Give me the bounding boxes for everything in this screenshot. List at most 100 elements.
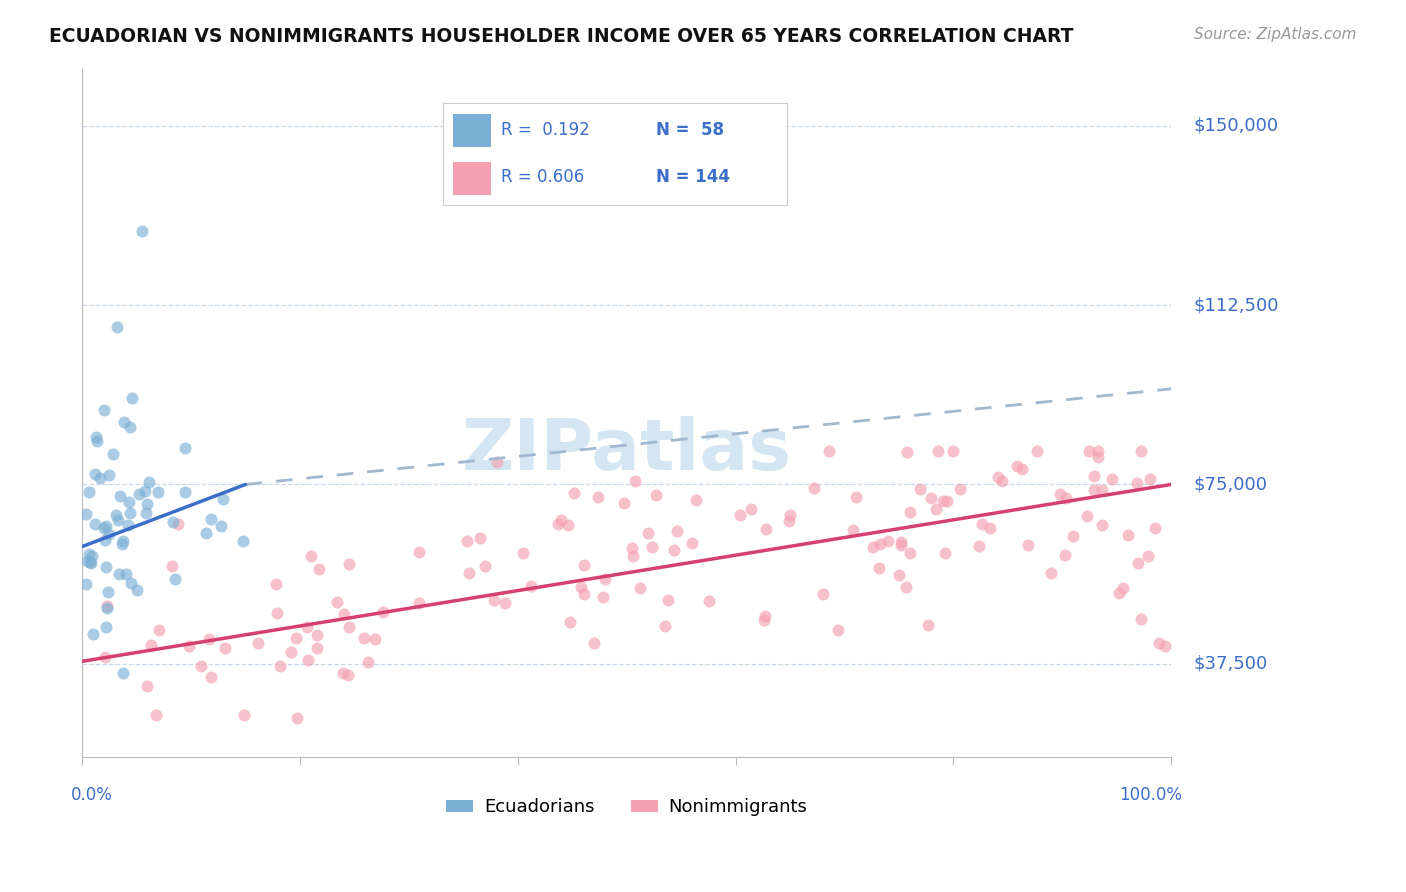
Point xyxy=(101,447,124,461)
Point xyxy=(146,484,169,499)
Point xyxy=(84,430,107,444)
Text: $112,500: $112,500 xyxy=(1194,296,1278,314)
Point xyxy=(728,508,751,522)
Point xyxy=(114,566,136,581)
Point xyxy=(128,486,150,500)
Point xyxy=(898,546,921,560)
Point xyxy=(1054,491,1077,505)
Point xyxy=(803,482,825,496)
Point xyxy=(991,475,1014,489)
Point xyxy=(898,505,921,519)
Point xyxy=(174,485,197,500)
Point xyxy=(121,392,143,406)
Point xyxy=(628,581,651,595)
Point xyxy=(408,545,430,559)
Point xyxy=(136,497,159,511)
Point xyxy=(97,585,120,599)
Point xyxy=(755,523,778,537)
Point xyxy=(108,566,131,581)
Point xyxy=(967,539,990,553)
Text: R =  0.192: R = 0.192 xyxy=(502,121,591,139)
Text: R = 0.606: R = 0.606 xyxy=(502,169,585,186)
Point xyxy=(586,490,609,504)
Text: ZIPatlas: ZIPatlas xyxy=(461,417,792,485)
Point xyxy=(93,521,115,535)
Point xyxy=(138,475,160,490)
Point xyxy=(817,444,839,458)
Point xyxy=(1025,444,1047,458)
Point xyxy=(190,659,212,673)
Point xyxy=(637,525,659,540)
Point xyxy=(96,600,118,615)
Point xyxy=(135,507,157,521)
Point xyxy=(120,419,142,434)
Point xyxy=(1087,444,1109,458)
Point xyxy=(908,482,931,496)
Point xyxy=(141,638,163,652)
Text: 0.0%: 0.0% xyxy=(72,786,112,804)
Text: N = 144: N = 144 xyxy=(657,169,731,186)
Point xyxy=(890,538,912,552)
Point xyxy=(297,620,319,634)
Point xyxy=(112,533,135,548)
Point xyxy=(592,590,614,604)
Point xyxy=(1153,639,1175,653)
Point xyxy=(613,496,636,510)
Point xyxy=(557,518,579,533)
Point xyxy=(890,534,912,549)
Point xyxy=(160,558,183,573)
Point xyxy=(685,492,707,507)
Point xyxy=(547,517,569,532)
Point xyxy=(307,628,329,642)
Point xyxy=(233,708,256,723)
Point xyxy=(1108,586,1130,600)
Point xyxy=(125,582,148,597)
Point xyxy=(94,533,117,547)
Point xyxy=(474,559,496,574)
Point xyxy=(94,650,117,665)
Point xyxy=(934,546,956,560)
Point xyxy=(105,319,128,334)
Point xyxy=(644,488,666,502)
Point xyxy=(357,655,380,669)
Point xyxy=(1078,444,1101,458)
Point xyxy=(827,623,849,637)
Point xyxy=(1129,612,1152,626)
Point xyxy=(868,560,890,574)
Point xyxy=(1005,458,1028,473)
Point xyxy=(1149,635,1171,649)
Point xyxy=(1101,472,1123,486)
Point xyxy=(84,516,107,531)
Point xyxy=(889,567,911,582)
Point xyxy=(562,486,585,500)
Point xyxy=(754,609,776,624)
Point xyxy=(1116,528,1139,542)
FancyBboxPatch shape xyxy=(453,114,491,146)
Point xyxy=(266,606,288,620)
Point xyxy=(373,605,395,619)
Point xyxy=(924,502,946,516)
Point xyxy=(117,517,139,532)
Point xyxy=(927,444,949,458)
Point xyxy=(485,455,508,469)
Text: $75,000: $75,000 xyxy=(1194,475,1267,493)
Point xyxy=(877,533,900,548)
Point xyxy=(134,483,156,498)
Point xyxy=(681,536,703,550)
Point xyxy=(82,627,104,641)
Point xyxy=(247,636,270,650)
Point xyxy=(408,596,430,610)
Point xyxy=(842,523,865,537)
Point xyxy=(970,516,993,531)
Point xyxy=(470,531,492,545)
Point xyxy=(232,533,254,548)
Point xyxy=(845,490,868,504)
Point xyxy=(83,467,105,482)
Point xyxy=(112,415,135,429)
Point xyxy=(336,667,359,681)
Point xyxy=(623,474,645,488)
Point xyxy=(337,557,360,571)
Point xyxy=(77,547,100,561)
Point xyxy=(654,619,676,633)
Point xyxy=(163,572,186,586)
